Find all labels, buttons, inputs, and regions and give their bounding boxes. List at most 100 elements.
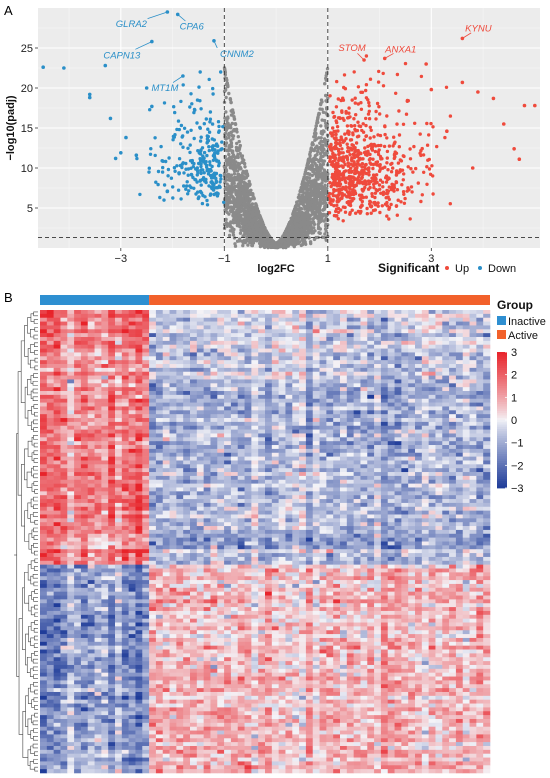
point-down xyxy=(211,92,215,96)
point-down xyxy=(208,120,212,124)
heatmap-cell xyxy=(353,356,361,361)
point-down xyxy=(199,135,203,139)
heatmap-cell xyxy=(421,356,429,361)
heatmap-cell xyxy=(360,348,368,353)
heatmap-cell xyxy=(319,344,327,349)
point-down xyxy=(135,156,139,161)
heatmap-cell xyxy=(53,364,61,369)
heatmap-cell xyxy=(135,321,143,326)
heatmap-cell xyxy=(121,375,129,380)
heatmap-cell xyxy=(135,352,143,357)
heatmap-cell xyxy=(128,356,136,361)
heatmap-cell xyxy=(224,383,232,388)
heatmap-cell xyxy=(115,313,123,319)
heatmap-cell xyxy=(101,364,109,369)
heatmap-cell xyxy=(149,379,157,384)
point-not-significant xyxy=(313,210,317,214)
heatmap-cell xyxy=(196,367,204,373)
point-up xyxy=(383,132,387,137)
point-not-significant xyxy=(235,223,240,228)
point-up xyxy=(349,138,354,142)
heatmap-cell xyxy=(469,364,477,369)
point-down xyxy=(205,198,209,203)
heatmap-cell xyxy=(455,325,464,330)
y-axis-title: −log10(padj) xyxy=(5,95,17,160)
point-up xyxy=(403,61,408,66)
heatmap-cell xyxy=(121,329,129,334)
heatmap-cell xyxy=(53,360,61,365)
point-not-significant xyxy=(266,232,270,236)
heatmap-cell xyxy=(271,321,279,326)
heatmap-cell xyxy=(183,371,191,376)
heatmap-cell xyxy=(67,383,75,388)
heatmap-cell xyxy=(442,375,450,380)
point-not-significant xyxy=(247,213,251,218)
heatmap-cell xyxy=(162,348,170,353)
heatmap-cell xyxy=(224,344,232,349)
heatmap-cell xyxy=(326,375,334,380)
heatmap-cell xyxy=(251,348,259,353)
point-up xyxy=(338,183,342,188)
heatmap-cell xyxy=(380,379,389,384)
point-up xyxy=(356,120,360,124)
heatmap-cell xyxy=(74,352,82,357)
heatmap-cell xyxy=(394,317,402,322)
heatmap-cell xyxy=(237,340,245,346)
point-not-significant xyxy=(304,220,308,224)
heatmap-cell xyxy=(346,340,354,346)
heatmap-cell xyxy=(74,379,82,384)
heatmap-cell xyxy=(408,383,416,388)
heatmap-cell xyxy=(196,348,204,353)
heatmap-cell xyxy=(476,333,484,338)
point-up xyxy=(402,172,406,176)
heatmap-cell xyxy=(190,317,198,322)
heatmap-cell xyxy=(428,364,436,369)
heatmap-cell xyxy=(428,325,436,330)
heatmap-cell xyxy=(435,329,443,334)
heatmap-cell xyxy=(449,348,457,353)
heatmap-cell xyxy=(469,352,477,357)
point-down xyxy=(149,147,153,151)
heatmap-cell xyxy=(149,367,157,373)
heatmap-cell xyxy=(203,364,211,369)
heatmap-cell xyxy=(244,344,252,349)
heatmap-cell xyxy=(190,371,198,376)
heatmap-cell xyxy=(278,325,286,330)
point-down xyxy=(167,156,171,160)
heatmap-cell xyxy=(455,375,464,380)
point-not-significant xyxy=(231,221,236,225)
point-down xyxy=(188,150,192,155)
heatmap-cell xyxy=(40,364,48,369)
heatmap-cell xyxy=(40,329,48,334)
point-up xyxy=(338,116,342,121)
heatmap-cell xyxy=(67,387,75,392)
heatmap-cell xyxy=(190,329,198,334)
heatmap-cell xyxy=(367,356,375,361)
point-up xyxy=(340,137,344,142)
heatmap-cell xyxy=(394,356,402,361)
point-down xyxy=(113,156,118,161)
heatmap-cell xyxy=(333,329,341,334)
heatmap-cell xyxy=(265,348,273,353)
point-up xyxy=(356,85,361,89)
point-up xyxy=(363,182,367,186)
heatmap-cell xyxy=(224,321,232,326)
point-up xyxy=(533,103,537,108)
heatmap-cell xyxy=(387,344,395,349)
point-not-significant xyxy=(306,215,310,220)
point-up xyxy=(383,165,387,169)
heatmap-cell xyxy=(292,352,300,357)
heatmap-cell xyxy=(224,340,232,346)
heatmap-cell xyxy=(462,333,470,338)
point-not-significant xyxy=(318,219,322,224)
heatmap-cell xyxy=(401,329,409,334)
point-down xyxy=(144,86,149,90)
heatmap-cell xyxy=(421,337,429,342)
heatmap-cell xyxy=(169,333,177,338)
heatmap-cell xyxy=(155,352,164,357)
point-down xyxy=(176,119,181,123)
heatmap-cell xyxy=(230,321,239,326)
heatmap-cell xyxy=(374,321,382,326)
heatmap-cell xyxy=(415,337,423,342)
point-not-significant xyxy=(237,177,241,181)
